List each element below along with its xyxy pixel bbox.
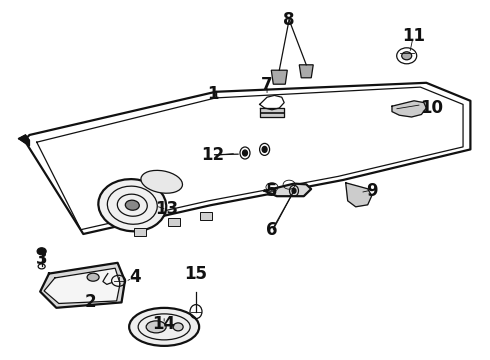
Polygon shape (346, 183, 372, 207)
Bar (168, 219, 180, 226)
Text: 1: 1 (207, 85, 219, 103)
Bar (134, 228, 146, 236)
Ellipse shape (402, 52, 412, 60)
Text: 10: 10 (420, 99, 442, 117)
Ellipse shape (262, 147, 267, 152)
Text: 8: 8 (283, 11, 295, 29)
Polygon shape (392, 101, 426, 117)
Text: 6: 6 (266, 221, 278, 239)
Text: 2: 2 (85, 293, 97, 311)
Polygon shape (40, 263, 125, 308)
Bar (200, 212, 212, 220)
Polygon shape (299, 65, 313, 78)
Ellipse shape (87, 273, 99, 281)
Text: 14: 14 (152, 315, 176, 333)
Ellipse shape (173, 323, 183, 331)
Ellipse shape (292, 188, 296, 193)
Text: 15: 15 (185, 265, 207, 283)
Ellipse shape (37, 248, 46, 255)
Ellipse shape (141, 170, 182, 193)
Ellipse shape (146, 321, 166, 333)
Text: 7: 7 (261, 76, 273, 94)
Polygon shape (265, 184, 311, 196)
Text: 5: 5 (266, 182, 278, 200)
Polygon shape (260, 108, 284, 117)
Ellipse shape (243, 150, 247, 156)
Text: 11: 11 (403, 27, 425, 45)
Polygon shape (271, 70, 287, 84)
Text: 4: 4 (129, 268, 141, 286)
Text: 9: 9 (367, 182, 378, 200)
Polygon shape (19, 135, 29, 146)
Text: 3: 3 (36, 250, 48, 268)
Text: 12: 12 (201, 146, 225, 164)
Polygon shape (44, 268, 120, 303)
Text: 13: 13 (155, 200, 178, 218)
Ellipse shape (129, 308, 199, 346)
Ellipse shape (125, 200, 139, 210)
Ellipse shape (98, 179, 166, 231)
